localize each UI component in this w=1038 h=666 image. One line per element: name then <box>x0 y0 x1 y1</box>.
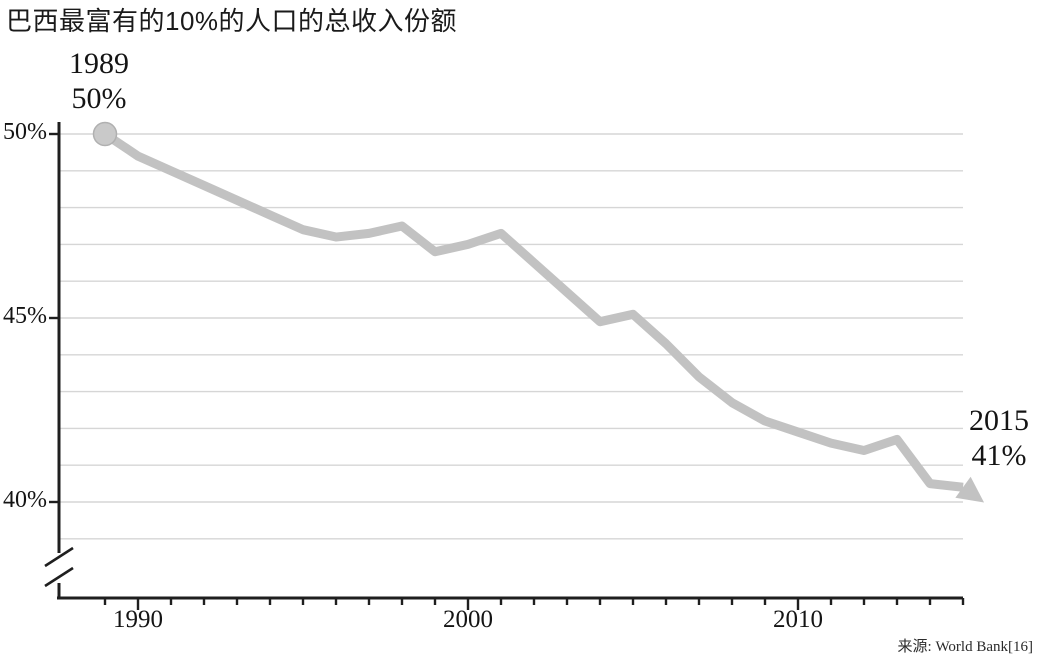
axis-break-slash <box>44 546 74 568</box>
y-axis-label-45: 45% <box>3 303 47 329</box>
x-axis-label-2000: 2000 <box>443 606 493 633</box>
trend-arrowhead <box>955 476 985 503</box>
end-annotation-year: 2015 <box>969 404 1029 437</box>
start-point-marker <box>92 121 118 147</box>
source-note: 来源: World Bank[16] <box>897 639 1033 655</box>
chart-title: 巴西最富有的10%的人口的总收入份额 <box>6 6 458 36</box>
end-annotation-value: 41% <box>971 438 1027 472</box>
income-share-trend-line <box>102 130 964 492</box>
y-axis-label-40: 40% <box>3 487 47 513</box>
start-point-annotation: 1989 50% <box>52 47 146 117</box>
x-axis-label-1990: 1990 <box>113 606 163 633</box>
x-axis-label-2010: 2010 <box>773 606 823 633</box>
start-annotation-year: 1989 <box>69 47 129 80</box>
y-axis-label-50: 50% <box>3 119 47 145</box>
axis-break-slash <box>44 566 74 588</box>
start-annotation-value: 50% <box>71 81 127 115</box>
end-point-annotation: 2015 41% <box>960 404 1038 474</box>
